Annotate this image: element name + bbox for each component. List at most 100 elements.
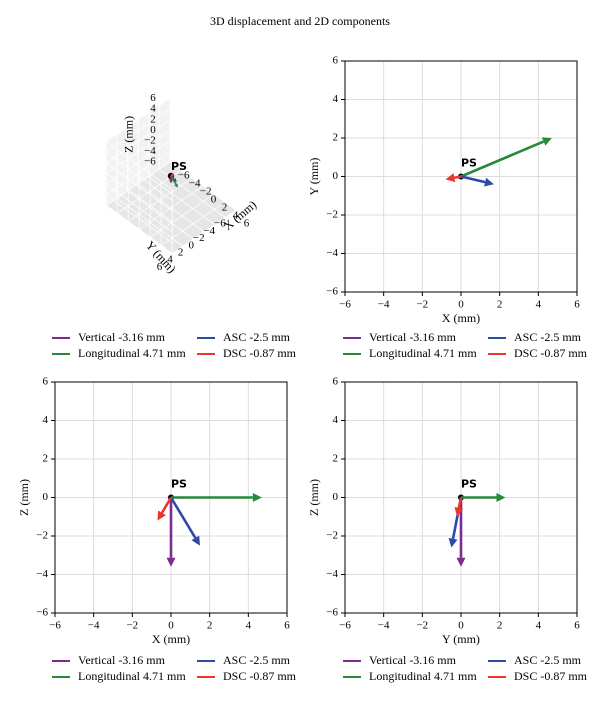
panel-3d-ztick-label: 2 [150,113,156,125]
panel-3-ytick-label: 0 [333,491,339,503]
panel-2-xtick-label: 6 [284,620,290,632]
panel-3-xtick-label: −2 [416,620,428,632]
legend-label-vertical: Vertical -3.16 mm [78,653,165,667]
panel-2-arrow-asc [169,496,200,546]
legend-swatch-vertical [343,336,361,339]
legend-item-dsc: DSC -0.87 mm [197,346,296,361]
panel-2-xtick-label: −2 [126,620,138,632]
panel-2-point-label: PS [171,478,187,491]
panel-3d-plot [105,98,237,254]
panel-2-arrow-longitudinal [171,493,262,502]
panel-3-arrow-longitudinal [461,493,506,502]
figure-title: 3D displacement and 2D components [210,14,390,28]
panel-2-ytick-label: −6 [36,607,48,619]
panel-3d-ztick-label: −6 [144,156,156,168]
panel-3d-ytick-label: 2 [178,247,184,259]
legend-label-dsc: DSC -0.87 mm [514,669,588,683]
panel-2-ytick-label: 0 [43,491,49,503]
panel-1-arrow-dsc-shaft [454,175,462,180]
legend-xy: Vertical -3.16 mm ASC -2.5 mm Longitudin… [343,330,600,370]
legend-swatch-dsc [197,352,215,355]
panel-3d-arrow-longitudinal [170,175,178,188]
panel-3-arrow-asc-head [448,537,458,548]
legend-swatch-longitudinal [343,352,361,355]
panel-3d-arrow-dsc [169,172,175,177]
panel-3-xtick-label: 2 [497,620,503,632]
panel-3-ytick-label: 6 [333,376,339,388]
panel-2-ylabel: Z (mm) [17,479,31,516]
legend-item-dsc: DSC -0.87 mm [197,669,296,684]
panel-2-xtick-label: 0 [168,620,174,632]
panel-3d-xtick-label: 0 [211,194,217,206]
panel-3d-grid-floor-x [171,209,237,254]
panel-3-ytick-label: −6 [326,607,338,619]
panel-1-xtick-label: −4 [378,299,390,311]
panel-1-ytick-label: 6 [333,55,339,67]
legend-item-asc: ASC -2.5 mm [488,330,581,345]
legend-item-dsc: DSC -0.87 mm [488,346,587,361]
panel-3-xtick-label: 4 [536,620,542,632]
panel-2-xtick-label: −4 [88,620,100,632]
panel-3-arrow-longitudinal-head [496,493,506,502]
panel-1-ytick-label: −2 [326,209,338,221]
panel-1-arrow-longitudinal-head [541,137,552,146]
panel-2-ytick-label: −2 [36,530,48,542]
panel-3-point-label: PS [461,478,477,491]
legend-swatch-dsc [488,675,506,678]
panel-1-arrow-dsc-head [445,173,456,183]
legend-label-dsc: DSC -0.87 mm [223,669,297,683]
legend-item-asc: ASC -2.5 mm [197,653,290,668]
panel-3d-ztick-label: 4 [150,103,156,115]
legend-swatch-vertical [52,659,70,662]
panel-2-arrow-asc-head [191,535,200,546]
panel-3d-arrow-vertical-head [169,179,173,184]
panel-3d-ytick-label: 0 [189,239,195,251]
panel-1-xtick-label: 4 [536,299,542,311]
panel-1-ylabel: Y (mm) [307,158,321,196]
legend-item-vertical: Vertical -3.16 mm [343,653,456,668]
panel-3d-ytick-label: 6 [157,261,163,273]
panel-2-arrow-longitudinal-head [252,493,262,502]
panel-1-ytick-label: 2 [333,132,339,144]
panel-1-arrow-longitudinal [460,137,552,178]
legend-item-asc: ASC -2.5 mm [488,653,581,668]
panel-3d-xtick-label: 6 [244,218,250,230]
legend-label-asc: ASC -2.5 mm [514,330,582,344]
panel-3-arrow-vertical-head [456,557,466,567]
legend-item-longitudinal: Longitudinal 4.71 mm [343,669,477,684]
panel-2-xtick-label: 4 [246,620,252,632]
panel-3d-ytick-label: −2 [193,232,205,244]
legend-label-longitudinal: Longitudinal 4.71 mm [369,669,477,683]
legend-label-asc: ASC -2.5 mm [223,330,291,344]
panel-3-ytick-label: 4 [333,414,339,426]
panel-3d-ytick-label: −4 [203,225,215,237]
panel-3d-arrow-longitudinal-shaft [170,175,177,185]
panel-1-arrow-dsc [445,173,462,183]
panel-3-xtick-label: −4 [378,620,390,632]
panel-2-arrow-dsc [157,496,173,521]
panel-3d-ztick-label: 0 [150,124,156,136]
panel-1-plot [341,60,578,296]
panel-3d-arrow-asc-head [172,178,177,183]
legend-item-dsc: DSC -0.87 mm [488,669,587,684]
panel-1-point-label: PS [461,157,477,170]
panel-3-xtick-label: 0 [458,620,464,632]
panel-1-xtick-label: −6 [339,299,351,311]
panel-1-xtick-label: 6 [574,299,580,311]
panel-3-ytick-label: −4 [326,568,338,580]
panel-1-arrow-asc-head [484,177,494,187]
panel-2-arrow-dsc-shaft [160,496,173,514]
panel-1-ytick-label: −4 [326,247,338,259]
legend-swatch-asc [488,336,506,339]
panel-1-ytick-label: 0 [333,170,339,182]
panel-3d-xtick-label: 4 [233,210,239,222]
panel-3-arrow-dsc [454,497,464,517]
legend-label-dsc: DSC -0.87 mm [223,346,297,360]
panel-3d-zlabel: Z (mm) [122,116,136,153]
panel-1-xtick-label: −2 [416,299,428,311]
legend-swatch-vertical [343,659,361,662]
panel-2-xtick-label: −6 [49,620,61,632]
panel-3d-grid-back-left-z [105,98,171,143]
panel-1-xlabel: X (mm) [442,311,480,325]
